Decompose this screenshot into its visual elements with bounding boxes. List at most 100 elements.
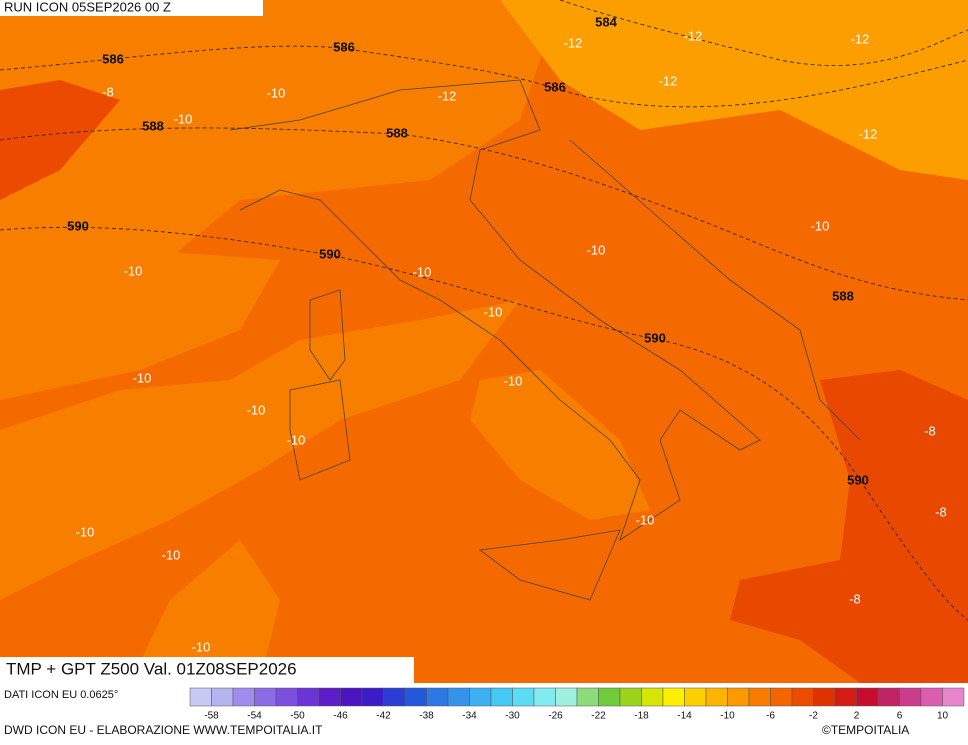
geopotential-label: 588 <box>142 118 164 133</box>
geopotential-label: 584 <box>595 14 617 29</box>
lighter-area <box>0 250 280 400</box>
colorbar-swatch <box>340 687 363 707</box>
colorbar-swatch <box>490 687 513 707</box>
colorbar-swatch <box>942 687 965 707</box>
geopotential-label: 590 <box>67 218 89 233</box>
colorbar-swatch <box>512 687 535 707</box>
colorbar-label: 2 <box>854 711 860 722</box>
run-label: RUN ICON 05SEP2026 00 Z <box>4 0 171 14</box>
warm-cold-area <box>500 0 968 180</box>
temperature-label: -10 <box>811 218 830 233</box>
map-title: TMP + GPT Z500 Val. 01Z08SEP2026 <box>6 659 297 678</box>
temperature-label: -10 <box>587 242 606 257</box>
colorbar-label: -10 <box>720 711 735 722</box>
header-box <box>0 0 263 16</box>
temperature-label: -10 <box>484 304 503 319</box>
colorbar-label: -22 <box>591 711 606 722</box>
temperature-label: -8 <box>924 423 936 438</box>
colorbar-swatch <box>404 687 427 707</box>
temperature-label: -10 <box>636 512 655 527</box>
colorbar-swatch <box>920 687 943 707</box>
temperature-label: -8 <box>849 591 861 606</box>
colorbar-swatch <box>662 687 685 707</box>
geopotential-label: 590 <box>319 246 341 261</box>
colorbar-swatch <box>899 687 922 707</box>
colorbar-label: -14 <box>677 711 692 722</box>
colorbar-swatch <box>254 687 277 707</box>
colorbar-label: 6 <box>897 711 903 722</box>
colorbar-swatch <box>684 687 707 707</box>
colorbar-swatch <box>834 687 857 707</box>
temperature-label: -10 <box>76 524 95 539</box>
colorbar-label: -26 <box>548 711 563 722</box>
colorbar-swatch <box>598 687 621 707</box>
colorbar-swatch <box>297 687 320 707</box>
temperature-label: -10 <box>504 373 523 388</box>
lighter-area <box>470 370 650 520</box>
colorbar-swatch <box>727 687 750 707</box>
temperature-label: -12 <box>684 28 703 43</box>
colorbar-swatch <box>619 687 642 707</box>
colorbar-swatch <box>383 687 406 707</box>
colorbar-swatch <box>533 687 556 707</box>
colorbar-swatch <box>813 687 836 707</box>
temperature-label: -12 <box>438 88 457 103</box>
colorbar-label: -42 <box>376 711 391 722</box>
colorbar-label: -38 <box>419 711 434 722</box>
credit: DWD ICON EU - ELABORAZIONE WWW.TEMPOITAL… <box>4 723 323 737</box>
colorbar-swatch <box>361 687 384 707</box>
temperature-label: -8 <box>102 84 114 99</box>
geopotential-label: 586 <box>333 39 355 54</box>
colorbar-label: -50 <box>290 711 305 722</box>
coastlines <box>229 79 861 601</box>
isohypses <box>0 0 968 621</box>
colorbar-label: -2 <box>809 711 818 722</box>
temperature-label: -12 <box>859 126 878 141</box>
temperature-label: -10 <box>124 263 143 278</box>
colorbar-label: -46 <box>333 711 348 722</box>
colorbar-label: -30 <box>505 711 520 722</box>
colorbar-swatch <box>189 687 212 707</box>
lighter-area <box>0 0 560 320</box>
colorbar-swatch <box>469 687 492 707</box>
temperature-label: -12 <box>659 73 678 88</box>
geopotential-label: 590 <box>847 472 869 487</box>
colorbar-swatch <box>211 687 234 707</box>
colorbar-swatch <box>791 687 814 707</box>
temperature-label: -10 <box>162 547 181 562</box>
geopotential-label: 588 <box>386 125 408 140</box>
colorbar-swatch <box>318 687 341 707</box>
colorbar-swatch <box>576 687 599 707</box>
data-source: DATI ICON EU 0.0625° <box>4 689 118 701</box>
temperature-label: -12 <box>851 31 870 46</box>
temperature-label: -10 <box>174 111 193 126</box>
colorbar-label: -18 <box>634 711 649 722</box>
colorbar-label: -34 <box>462 711 477 722</box>
temperature-label: -10 <box>133 370 152 385</box>
colorbar-swatch <box>641 687 664 707</box>
dark-area <box>730 370 968 683</box>
temperature-label: -10 <box>287 432 306 447</box>
dark-area <box>0 80 120 200</box>
colorbar-swatch <box>705 687 728 707</box>
temperature-label: -10 <box>413 264 432 279</box>
temperature-label: -10 <box>267 85 286 100</box>
geopotential-label: 588 <box>832 288 854 303</box>
lighter-area <box>130 540 280 683</box>
geopotential-label: 586 <box>544 79 566 94</box>
colorbar-swatch <box>877 687 900 707</box>
temperature-label: -8 <box>935 504 947 519</box>
copyright: ©TEMPOITALIA <box>822 723 909 737</box>
temperature-label: -12 <box>564 35 583 50</box>
colorbar-label: -58 <box>204 711 219 722</box>
colorbar-label: 10 <box>937 711 949 722</box>
colorbar-label: -6 <box>766 711 775 722</box>
colorbar-swatch <box>232 687 255 707</box>
colorbar-swatch <box>748 687 771 707</box>
geopotential-label: 586 <box>102 51 124 66</box>
colorbar-swatch <box>856 687 879 707</box>
lighter-area <box>0 300 520 600</box>
colorbar-swatch <box>275 687 298 707</box>
